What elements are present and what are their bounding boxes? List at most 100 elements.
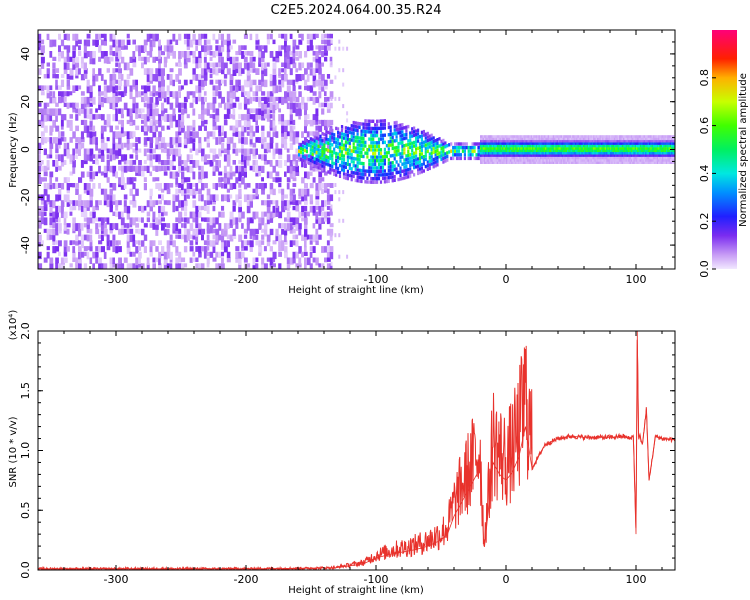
spectrogram-cell: [203, 45, 208, 53]
spectrogram-cell: [120, 91, 125, 98]
spectrogram-cell: [529, 156, 531, 160]
spectrogram-cell: [238, 114, 242, 119]
spectrogram-cell: [201, 263, 205, 269]
spectrogram-cell: [278, 183, 282, 188]
spectrogram-cell: [599, 142, 602, 145]
spectrogram-cell: [55, 114, 58, 122]
spectrogram-cell: [232, 108, 236, 115]
spectrogram-cell: [495, 149, 498, 153]
spectrogram-cell: [517, 159, 520, 162]
spectrogram-cell: [646, 135, 648, 138]
spectrogram-cell: [397, 131, 400, 135]
spectrogram-cell: [571, 156, 573, 160]
spectrogram-cell: [656, 147, 659, 150]
spectrogram-cell: [516, 142, 518, 145]
spectrogram-cell: [598, 142, 600, 145]
spectrogram-cell: [226, 223, 230, 230]
spectrogram-cell: [559, 139, 561, 143]
spectrogram-cell: [352, 149, 355, 153]
spectrogram-cell: [480, 144, 482, 148]
spectrogram-cell: [43, 125, 48, 133]
spectrogram-cell: [480, 161, 482, 164]
spectrogram-cell: [516, 156, 518, 160]
spectrogram-cell: [559, 156, 561, 160]
spectrogram-cell: [342, 143, 346, 147]
spectrogram-cell: [186, 188, 191, 194]
spectrogram-cell: [118, 200, 122, 206]
spectrogram-cell: [624, 161, 626, 164]
spectrogram-cell: [643, 137, 646, 141]
spectrogram-cell: [212, 228, 217, 234]
spectrogram-cell: [183, 263, 188, 268]
spectrogram-cell: [311, 145, 314, 149]
spectrogram-cell: [149, 119, 153, 126]
spectrogram-cell: [152, 33, 157, 42]
spectrogram-cell: [522, 151, 525, 155]
spectrogram-cell: [409, 167, 412, 171]
spectrogram-cell: [266, 240, 271, 247]
spectrogram-cell: [481, 147, 483, 150]
spectrogram-cell: [58, 33, 61, 40]
spectrogram-cell: [493, 139, 495, 143]
spectrogram-cell: [192, 211, 196, 218]
spectrogram-cell: [525, 147, 528, 150]
spectrogram-cell: [561, 137, 564, 141]
spectrogram-cell: [659, 161, 661, 164]
spectrogram-cell: [178, 108, 183, 113]
spectrogram-cell: [75, 125, 79, 132]
spectrogram-cell: [123, 183, 127, 189]
spectrogram-cell: [590, 139, 593, 143]
spectrogram-cell: [506, 161, 508, 164]
spectrogram-cell: [172, 148, 176, 155]
spectrogram-cell: [556, 149, 559, 153]
spectrogram-cell: [135, 45, 139, 52]
spectrogram-cell: [420, 166, 423, 170]
spectrogram-cell: [356, 146, 359, 151]
spectrogram-cell: [43, 171, 48, 177]
spectrogram-cell: [432, 136, 435, 140]
spectrogram-cell: [169, 142, 174, 149]
spectrogram-cell: [502, 154, 504, 157]
spectrogram-cell: [552, 151, 555, 155]
spectrogram-cell: [554, 142, 556, 145]
spectrogram-cell: [126, 234, 130, 242]
spectrogram-cell: [301, 217, 306, 222]
spectrogram-cell: [471, 153, 474, 157]
spectrogram-cell: [370, 148, 373, 152]
spectrogram-cell: [266, 39, 270, 45]
spectrogram-cell: [238, 62, 242, 69]
spectrogram-cell: [241, 125, 245, 132]
spectrogram-cell: [486, 142, 489, 145]
spectrogram-cell: [229, 96, 234, 104]
spectrogram-cell: [218, 45, 223, 53]
spectrogram-cell: [286, 177, 291, 183]
spectrogram-cell: [568, 135, 570, 138]
spectrogram-cell: [83, 211, 88, 218]
spectrogram-cell: [304, 183, 308, 189]
spectrogram-cell: [155, 142, 160, 150]
spectrogram-cell: [195, 45, 198, 51]
spectrogram-cell: [362, 154, 365, 159]
spectrogram-cell: [577, 159, 580, 162]
spectrogram-cell: [152, 200, 156, 208]
spectrogram-cell: [634, 151, 637, 155]
spectrogram-cell: [281, 142, 285, 148]
spectrogram-cell: [573, 159, 576, 162]
spectrogram-cell: [482, 147, 485, 150]
spectrogram-cell: [132, 269, 135, 274]
spectrogram-cell: [533, 137, 535, 141]
spectrogram-cell: [547, 149, 550, 153]
spectrogram-cell: [286, 102, 290, 110]
spectrogram-cell: [258, 269, 261, 277]
spectrogram-cell: [500, 154, 503, 157]
spectrogram-cell: [201, 171, 205, 179]
spectrogram-cell: [546, 137, 548, 141]
spectrogram-cell: [326, 263, 331, 269]
spectrogram-cell: [580, 137, 582, 141]
spectrogram-cell: [660, 144, 663, 148]
spectrogram-cell: [498, 151, 500, 155]
spectrogram-cell: [92, 114, 96, 120]
spectrogram-cell: [637, 154, 639, 157]
spectrogram-cell: [292, 51, 296, 59]
spectrogram-cell: [223, 171, 228, 179]
